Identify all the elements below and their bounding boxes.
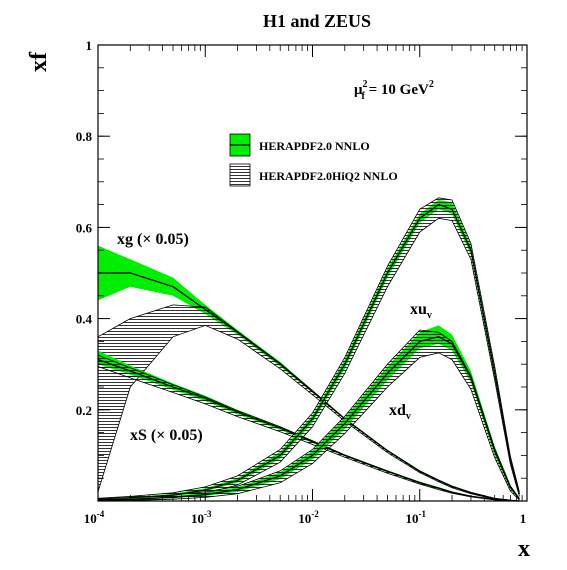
- xuv-hiq2-upper: [97, 197, 520, 499]
- xuv-nnlo-central: [97, 203, 520, 501]
- series-xdv: [97, 325, 520, 502]
- y-tick-label: 0.6: [76, 220, 93, 235]
- xdv-hiq2-band: [98, 330, 520, 501]
- label-xuv: xuv: [410, 301, 432, 321]
- series-xg: [97, 245, 520, 502]
- legend-label-nnlo: HERAPDF2.0 NNLO: [259, 139, 370, 153]
- label-xg: xg (× 0.05): [117, 231, 189, 248]
- xg-hiq2-band: [98, 304, 520, 501]
- xdv-hiq2-lower: [97, 352, 520, 502]
- label-xs: xS (× 0.05): [130, 427, 203, 444]
- y-tick-label: 1: [86, 38, 93, 53]
- xg-nnlo-central: [98, 272, 520, 502]
- x-tick-label: 10-4: [84, 509, 105, 526]
- x-tick-label: 10-2: [298, 509, 319, 526]
- series-xS: [97, 350, 520, 502]
- x-tick-label: 10-3: [191, 509, 212, 526]
- legend-item-hiq2: HERAPDF2.0HiQ2 NNLO: [229, 163, 398, 187]
- legend-label-hiq2: HERAPDF2.0HiQ2 NNLO: [259, 169, 398, 183]
- x-tick-label: 1: [520, 511, 527, 526]
- xS-nnlo-central: [97, 359, 520, 502]
- y-tick-label: 0.4: [76, 312, 93, 327]
- y-tick-label: 0.2: [76, 403, 92, 418]
- y-axis-label: xf: [26, 51, 52, 72]
- svg-text:μ2f = 10 GeV2: μ2 f = 10 GeV2: [354, 79, 434, 102]
- legend-item-nnlo: HERAPDF2.0 NNLO: [229, 133, 370, 157]
- pdf-bands: [97, 197, 520, 502]
- xg-hiq2-lower: [97, 324, 520, 502]
- chart-title: H1 and ZEUS: [263, 11, 371, 31]
- curve-labels: xg (× 0.05) xS (× 0.05) xuv xdv: [117, 231, 432, 444]
- label-xdv: xdv: [389, 402, 411, 422]
- scale-annotation: μ2 f = 10 GeV2: [354, 79, 434, 102]
- xdv-hiq2-upper: [97, 329, 520, 500]
- xdv-nnlo-central: [97, 336, 520, 501]
- y-tick-label: 0.8: [76, 129, 93, 144]
- x-axis-label: x: [518, 536, 530, 562]
- legend: HERAPDF2.0 NNLO HERAPDF2.0HiQ2 NNLO: [229, 133, 398, 187]
- x-tick-label: 10-1: [406, 509, 427, 526]
- ticks: 0.2 0.4 0.6 0.8 1 10-4 10-3 10-2 10-1 1: [76, 38, 528, 526]
- legend-swatch-hatched: [229, 163, 251, 187]
